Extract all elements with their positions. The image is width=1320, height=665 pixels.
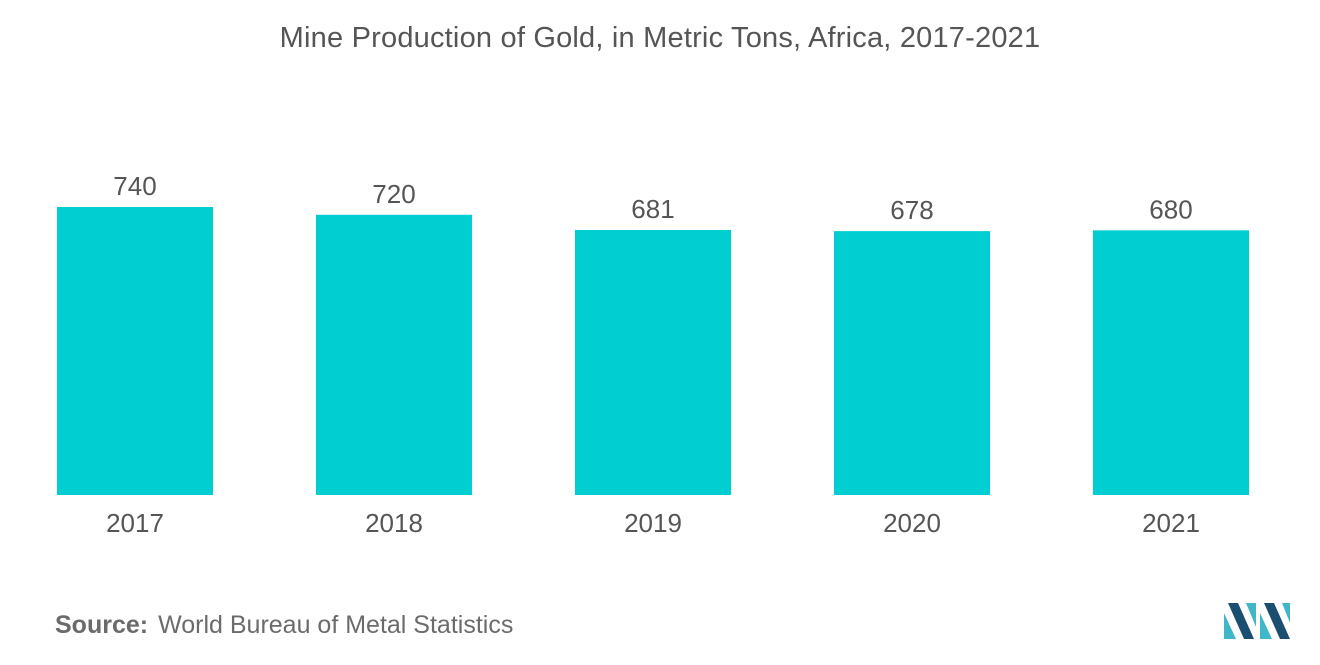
logo-shape-1 (1224, 613, 1236, 639)
bar-2017 (57, 207, 213, 495)
source-label: Source: (55, 611, 149, 639)
data-label-2020: 678 (890, 195, 933, 225)
x-tick-label-2019: 2019 (624, 508, 682, 538)
data-label-2018: 720 (372, 179, 415, 209)
bar-chart: 740 2017 720 2018 681 2019 678 2020 680 2021 (57, 171, 1249, 538)
logo-shape-5 (1264, 603, 1290, 639)
logo-shape-2 (1228, 603, 1254, 639)
logo-shape-4 (1260, 613, 1272, 639)
bar-2021 (1093, 230, 1249, 495)
x-tick-label-2018: 2018 (365, 508, 423, 538)
logo-shape-6 (1282, 603, 1290, 623)
chart-title: Mine Production of Gold, in Metric Tons,… (279, 22, 1041, 54)
source-text: World Bureau of Metal Statistics (158, 611, 514, 639)
source-line: Source: World Bureau of Metal Statistics (55, 611, 513, 640)
bar-2020 (834, 231, 990, 495)
data-label-2021: 680 (1149, 194, 1192, 224)
x-tick-label-2017: 2017 (106, 508, 164, 538)
data-label-2019: 681 (631, 194, 674, 224)
mordor-intelligence-logo-icon (1224, 603, 1290, 639)
data-label-2017: 740 (113, 171, 156, 201)
x-tick-label-2020: 2020 (883, 508, 941, 538)
bar-2019 (575, 229, 731, 495)
logo-shape-3 (1246, 603, 1256, 627)
x-tick-label-2021: 2021 (1142, 508, 1200, 538)
bar-2018 (316, 214, 472, 495)
